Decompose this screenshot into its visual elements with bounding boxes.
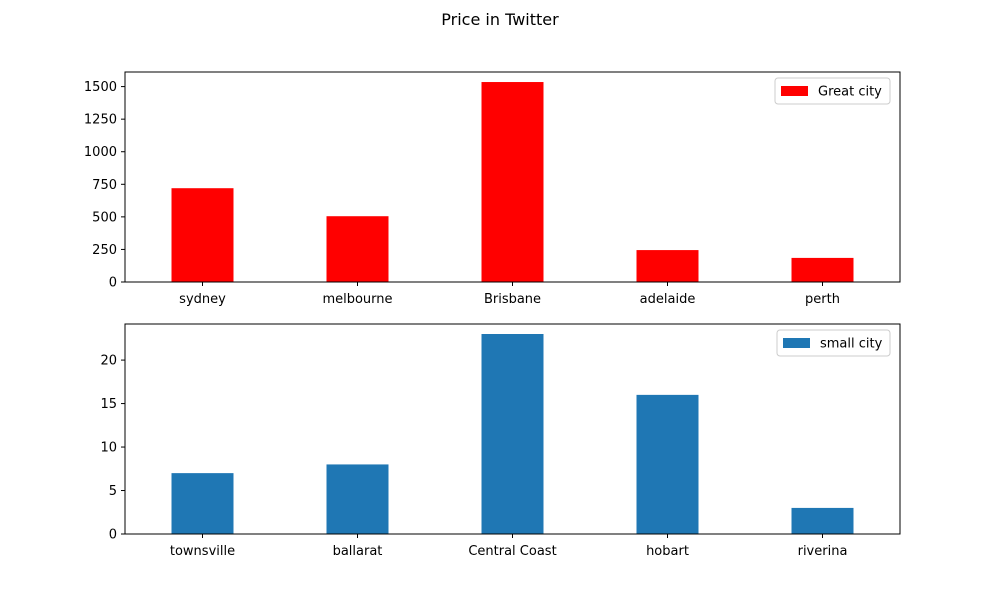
x-tick-label: perth <box>805 292 840 307</box>
bar-adelaide <box>636 250 699 282</box>
bar-melbourne <box>326 216 389 282</box>
bottom-subplot: townsville ballarat Central Coast hobart riv… <box>100 323 901 559</box>
x-tick-label: townsville <box>170 544 235 559</box>
bar-brisbane <box>481 82 544 283</box>
x-tick-label: riverina <box>798 544 848 559</box>
top-subplot: sydney melbourne Brisbane adelaide perth 0 250… <box>84 71 901 307</box>
x-tick-label: adelaide <box>640 292 696 307</box>
bar-central-coast <box>481 334 544 534</box>
figure-title: Price in Twitter <box>441 10 559 29</box>
y-tick-label: 5 <box>109 484 117 499</box>
y-tick-label: 1250 <box>84 113 117 128</box>
y-tick-label: 20 <box>100 354 117 369</box>
legend: Great city <box>774 77 891 105</box>
bar-townsville <box>171 473 234 534</box>
y-tick-label: 1500 <box>84 80 117 95</box>
x-tick-label: Brisbane <box>484 292 541 307</box>
x-tick-label: Central Coast <box>468 544 556 559</box>
legend-label: small city <box>820 337 883 352</box>
bar-hobart <box>636 394 699 534</box>
y-tick-label: 15 <box>100 397 117 412</box>
x-tick-label: hobart <box>646 544 689 559</box>
y-tick-label: 250 <box>92 243 117 258</box>
y-tick-label: 750 <box>92 178 117 193</box>
legend-swatch <box>783 338 810 348</box>
legend-label: Great city <box>818 85 882 100</box>
bar-ballarat <box>326 464 389 534</box>
x-tick-label: ballarat <box>333 544 383 559</box>
legend: small city <box>776 329 891 357</box>
x-tick-label: melbourne <box>322 292 392 307</box>
y-tick-label: 10 <box>100 441 117 456</box>
y-tick-label: 0 <box>109 276 117 291</box>
y-tick-label: 0 <box>109 528 117 543</box>
y-tick-label: 500 <box>92 210 117 225</box>
x-tick-label: sydney <box>179 292 226 307</box>
legend-box <box>776 329 891 357</box>
bar-riverina <box>791 507 854 534</box>
legend-box <box>774 77 891 105</box>
y-tick-label: 1000 <box>84 145 117 160</box>
bar-sydney <box>171 188 234 282</box>
legend-swatch <box>781 86 808 96</box>
bar-perth <box>791 257 854 282</box>
